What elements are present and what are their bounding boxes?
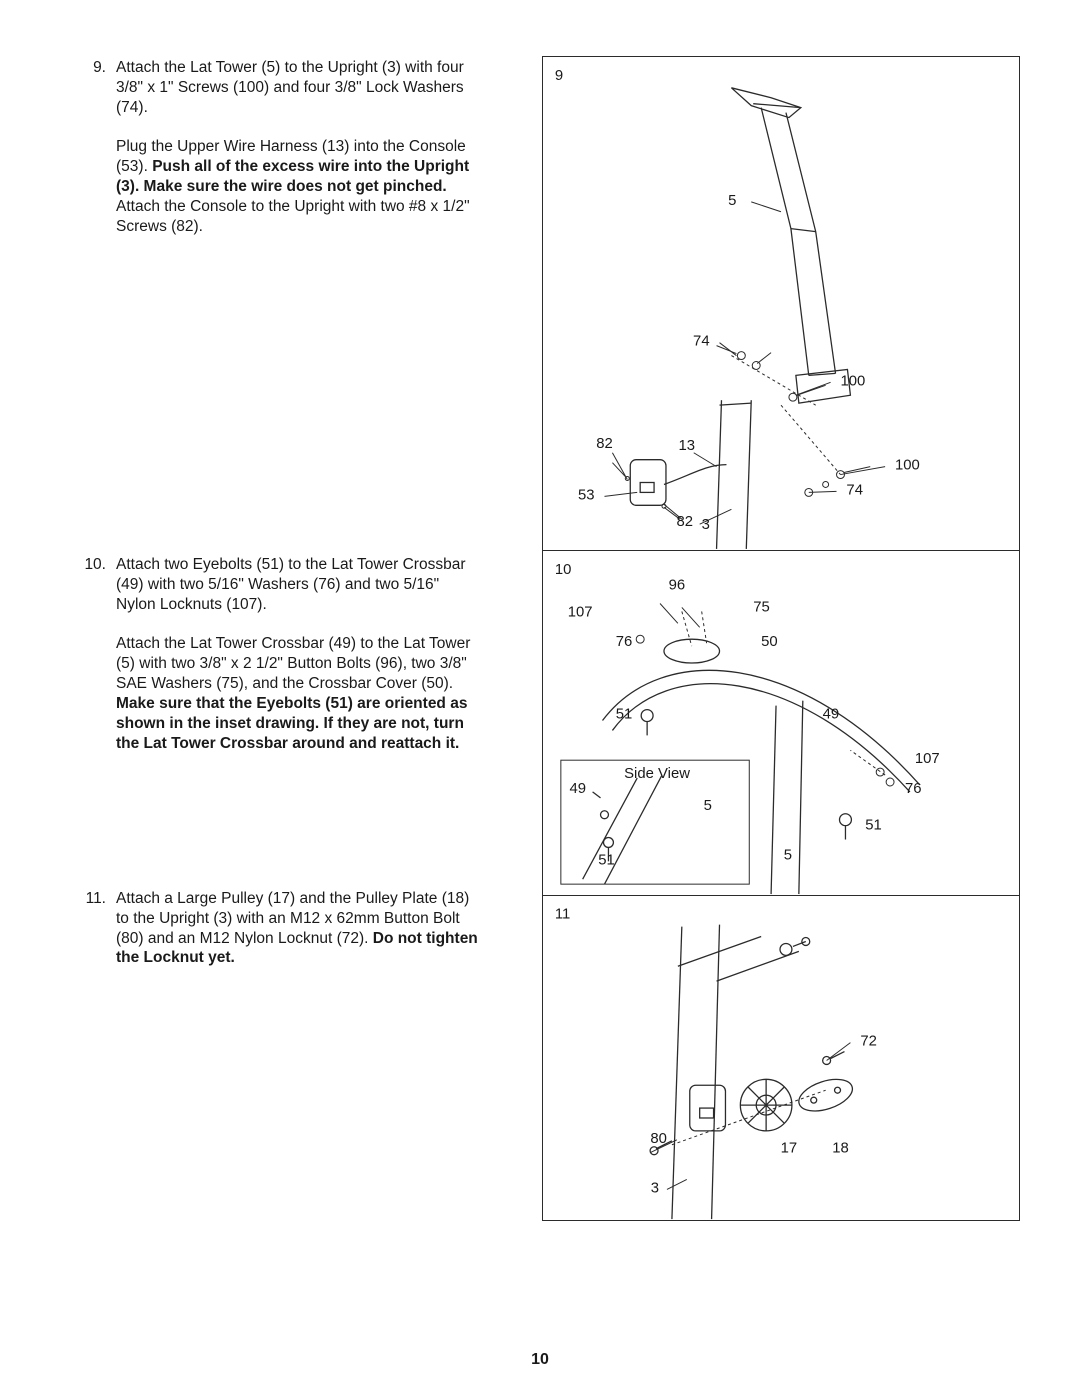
side-view-label: Side View <box>624 766 690 782</box>
callout-label: 5 <box>784 847 792 863</box>
callout-label: 107 <box>568 604 593 620</box>
callout-label: 76 <box>616 634 633 650</box>
step-body: Attach the Lat Tower (5) to the Upright … <box>116 58 480 237</box>
callout-label: 96 <box>669 578 686 594</box>
callout-label: 72 <box>860 1034 877 1050</box>
callout-label: 53 <box>578 487 595 503</box>
callout-label: 80 <box>650 1131 667 1147</box>
step-paragraph: Attach a Large Pulley (17) and the Pulle… <box>116 889 480 968</box>
callout-label: 82 <box>677 514 694 530</box>
step-body: Attach two Eyebolts (51) to the Lat Towe… <box>116 555 480 753</box>
step-body: Attach a Large Pulley (17) and the Pulle… <box>116 889 480 968</box>
callout-label: 51 <box>598 852 615 868</box>
callout-label: 100 <box>841 373 866 389</box>
figure-10: 10 <box>542 551 1020 896</box>
step-number: 11. <box>80 889 116 968</box>
figure-11: 11 <box>542 896 1020 1221</box>
figure-9-number: 9 <box>555 68 563 84</box>
callout-label: 51 <box>865 818 882 834</box>
callout-label: 49 <box>569 781 586 797</box>
step-paragraph: Plug the Upper Wire Harness (13) into th… <box>116 137 480 236</box>
figure-9: 9 <box>542 56 1020 551</box>
callout-label: 76 <box>905 781 922 797</box>
callout-label: 3 <box>702 517 710 533</box>
callout-label: 107 <box>915 751 940 767</box>
step-11: 11.Attach a Large Pulley (17) and the Pu… <box>80 889 480 968</box>
callout-label: 49 <box>823 707 840 723</box>
callout-label: 74 <box>693 334 710 350</box>
step-paragraph: Attach the Lat Tower Crossbar (49) to th… <box>116 634 480 753</box>
instructions-column: 9.Attach the Lat Tower (5) to the Uprigh… <box>80 58 480 1298</box>
callout-label: 5 <box>704 798 712 814</box>
callout-label: 3 <box>651 1180 659 1196</box>
figure-10-number: 10 <box>555 562 572 578</box>
step-number: 9. <box>80 58 116 237</box>
callout-label: 13 <box>679 438 696 454</box>
figure-11-number: 11 <box>555 907 570 923</box>
callout-label: 51 <box>616 707 633 723</box>
callout-label: 17 <box>781 1141 798 1157</box>
step-paragraph: Attach two Eyebolts (51) to the Lat Towe… <box>116 555 480 614</box>
callout-label: 75 <box>753 599 770 615</box>
step-number: 10. <box>80 555 116 753</box>
callout-label: 50 <box>761 634 778 650</box>
step-10: 10.Attach two Eyebolts (51) to the Lat T… <box>80 555 480 753</box>
callout-label: 82 <box>596 436 613 452</box>
step-paragraph: Attach the Lat Tower (5) to the Upright … <box>116 58 480 117</box>
step-9: 9.Attach the Lat Tower (5) to the Uprigh… <box>80 58 480 237</box>
page-number: 10 <box>531 1351 549 1369</box>
callout-label: 74 <box>846 482 863 498</box>
figures-column: 9 <box>542 56 1020 1221</box>
callout-label: 100 <box>895 458 920 474</box>
callout-label: 18 <box>832 1141 849 1157</box>
callout-label: 5 <box>728 193 736 209</box>
